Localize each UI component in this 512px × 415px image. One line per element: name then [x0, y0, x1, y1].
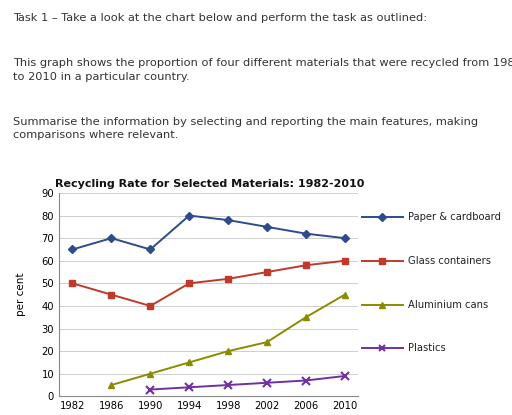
- Glass containers: [225, 276, 231, 281]
- Paper & cardboard: [147, 247, 154, 252]
- Glass containers: [264, 270, 270, 275]
- Paper & cardboard: [264, 225, 270, 229]
- Glass containers: [303, 263, 309, 268]
- Aluminium cans: [264, 339, 270, 344]
- Paper & cardboard: [342, 236, 348, 241]
- Glass containers: [342, 258, 348, 263]
- Plastics: [342, 374, 348, 378]
- Aluminium cans: [147, 371, 154, 376]
- Paper & cardboard: [186, 213, 193, 218]
- Aluminium cans: [109, 383, 115, 388]
- Aluminium cans: [342, 292, 348, 297]
- Text: Recycling Rate for Selected Materials: 1982-2010: Recycling Rate for Selected Materials: 1…: [55, 179, 365, 189]
- Line: Paper & cardboard: Paper & cardboard: [69, 212, 348, 253]
- Glass containers: [147, 303, 154, 308]
- Line: Glass containers: Glass containers: [69, 258, 348, 309]
- Plastics: [303, 378, 309, 383]
- Glass containers: [70, 281, 76, 286]
- Paper & cardboard: [109, 236, 115, 241]
- Text: Summarise the information by selecting and reporting the main features, making
c: Summarise the information by selecting a…: [13, 117, 478, 140]
- Glass containers: [109, 292, 115, 297]
- Aluminium cans: [186, 360, 193, 365]
- Text: This graph shows the proportion of four different materials that were recycled f: This graph shows the proportion of four …: [13, 59, 512, 82]
- Plastics: [225, 383, 231, 388]
- Text: Task 1 – Take a look at the chart below and perform the task as outlined:: Task 1 – Take a look at the chart below …: [13, 13, 427, 23]
- Plastics: [186, 385, 193, 390]
- Text: Paper & cardboard: Paper & cardboard: [409, 212, 501, 222]
- Text: Glass containers: Glass containers: [409, 256, 492, 266]
- Y-axis label: per cent: per cent: [16, 273, 26, 316]
- Aluminium cans: [225, 349, 231, 354]
- Plastics: [264, 380, 270, 385]
- Line: Plastics: Plastics: [146, 372, 349, 393]
- Text: Plastics: Plastics: [409, 344, 446, 354]
- Paper & cardboard: [70, 247, 76, 252]
- Paper & cardboard: [303, 231, 309, 236]
- Text: Aluminium cans: Aluminium cans: [409, 300, 489, 310]
- Glass containers: [186, 281, 193, 286]
- Aluminium cans: [303, 315, 309, 320]
- Plastics: [147, 387, 154, 392]
- Line: Aluminium cans: Aluminium cans: [108, 291, 348, 388]
- Paper & cardboard: [225, 217, 231, 222]
